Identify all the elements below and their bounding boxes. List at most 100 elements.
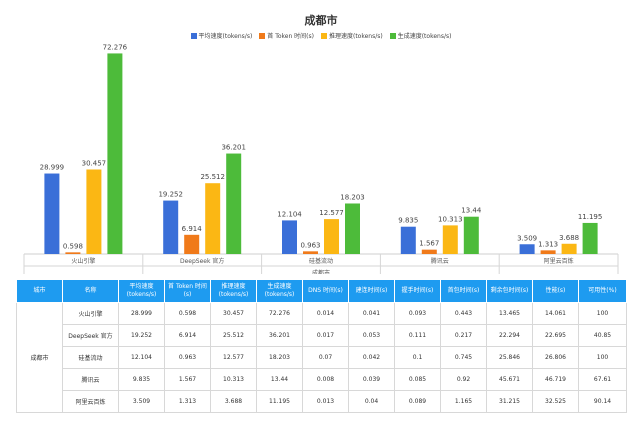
table-cell: 46.719: [532, 368, 579, 391]
legend-label: 平均速度(tokens/s): [198, 33, 253, 40]
table-cell: 3.688: [210, 390, 257, 413]
data-label: 0.963: [300, 241, 320, 249]
table-cell: 26.806: [532, 346, 579, 369]
bar: [345, 203, 360, 254]
bar: [400, 226, 416, 254]
table-cell: 11.195: [256, 390, 303, 413]
table-cell: 0.041: [348, 302, 395, 325]
table-cell: 0.014: [302, 302, 349, 325]
category-label: 硅基流动: [309, 257, 333, 265]
chart-legend: 平均速度(tokens/s) 首 Token 时间(s) 推理速度(tokens/s…: [16, 31, 626, 40]
table-cell: 40.85: [578, 324, 627, 347]
table-cell: 13.44: [256, 368, 303, 391]
data-label: 3.688: [559, 234, 579, 242]
table-cell: 67.61: [578, 368, 627, 391]
table-cell: 19.252: [118, 324, 165, 347]
table-cell: 14.061: [532, 302, 579, 325]
bar: [463, 216, 479, 254]
data-label: 12.577: [319, 209, 344, 217]
table-cell: 阿里云百炼: [62, 390, 119, 413]
table-header-cell: DNS 时间(s): [302, 279, 349, 303]
table-cell: 72.276: [256, 302, 303, 325]
table-cell: 0.745: [440, 346, 487, 369]
table-cell: 0.042: [348, 346, 395, 369]
table-cell: 100: [578, 346, 627, 369]
table-cell: 0.008: [302, 368, 349, 391]
table-cell: 28.999: [118, 302, 165, 325]
table-cell: 31.215: [486, 390, 533, 413]
table-cell: 32.525: [532, 390, 579, 413]
chart-panel: 28.999 0.598 30.457 72.276 火山引擎 19.252 6.914 25…: [16, 4, 626, 274]
legend-item[interactable]: 推理速度(tokens/s): [320, 31, 383, 40]
table-cell: 0.04: [348, 390, 395, 413]
table-cell: 1.567: [164, 368, 211, 391]
table-header-cell: 首 Token 时间(s): [164, 279, 211, 303]
table-cell: 0.085: [394, 368, 441, 391]
legend-swatch: [320, 32, 327, 39]
bar: [519, 244, 535, 254]
table-cell: 0.053: [348, 324, 395, 347]
table-header-cell: 城市: [16, 279, 63, 303]
table-header-cell: 推理速度(tokens/s): [210, 279, 257, 303]
table-cell: 1.165: [440, 390, 487, 413]
data-label: 1.567: [419, 240, 439, 248]
table-header-cell: 建连时间(s): [348, 279, 395, 303]
legend-swatch: [259, 32, 266, 39]
bar: [324, 219, 339, 254]
table-cell: 6.914: [164, 324, 211, 347]
data-label: 28.999: [40, 164, 65, 172]
legend-item[interactable]: 平均速度(tokens/s): [190, 31, 253, 40]
table-cell: 火山引擎: [62, 302, 119, 325]
data-table: 城市 名称 平均速度(tokens/s) 首 Token 时间(s) 推理速度(toke…: [16, 279, 627, 413]
table-cell: 30.457: [210, 302, 257, 325]
table-cell: 硅基流动: [62, 346, 119, 369]
bar: [65, 252, 81, 254]
data-label: 1.313: [538, 240, 558, 248]
table-header-cell: 首包时间(s): [440, 279, 487, 303]
bar: [205, 183, 221, 254]
table-cell: 3.509: [118, 390, 165, 413]
table-cell: 22.294: [486, 324, 533, 347]
table-cell: 22.695: [532, 324, 579, 347]
table-cell: 0.217: [440, 324, 487, 347]
table-cell: 0.093: [394, 302, 441, 325]
bar: [540, 250, 556, 254]
table-cell: 腾讯云: [62, 368, 119, 391]
table-cell: 12.577: [210, 346, 257, 369]
bar: [163, 200, 179, 254]
table-cell: 0.1: [394, 346, 441, 369]
data-label: 36.201: [221, 144, 246, 152]
table-cell: 25.846: [486, 346, 533, 369]
bar-chart: 28.999 0.598 30.457 72.276 火山引擎 19.252 6.914 25…: [23, 43, 619, 274]
data-label: 9.835: [398, 217, 418, 225]
data-label: 10.313: [438, 215, 463, 223]
table-cell: 9.835: [118, 368, 165, 391]
legend-label: 首 Token 时间(s): [267, 33, 314, 40]
table-cell: 0.92: [440, 368, 487, 391]
table-header-cell: 剩余包时间(s): [486, 279, 533, 303]
table-row: 腾讯云 9.835 1.567 10.313 13.44 0.008 0.039 0.085 0…: [17, 368, 627, 391]
table-header-cell: 平均速度(tokens/s): [118, 279, 165, 303]
data-label: 12.104: [277, 210, 302, 218]
legend-item[interactable]: 首 Token 时间(s): [259, 31, 314, 40]
table-cell: 0.013: [302, 390, 349, 413]
data-label: 30.457: [82, 159, 107, 167]
data-label: 0.598: [63, 242, 83, 250]
bar: [86, 169, 102, 254]
category-label: 腾讯云: [431, 257, 449, 265]
table-cell: 0.089: [394, 390, 441, 413]
bar: [582, 222, 598, 254]
legend-label: 生成速度(tokens/s): [397, 33, 452, 40]
table-cell: 13.465: [486, 302, 533, 325]
data-table-panel: 城市 名称 平均速度(tokens/s) 首 Token 时间(s) 推理速度(toke…: [16, 279, 627, 413]
table-cell: 90.14: [578, 390, 627, 413]
bar: [561, 243, 577, 254]
legend-label: 推理速度(tokens/s): [328, 33, 383, 40]
data-label: 25.512: [200, 173, 225, 181]
data-label: 19.252: [158, 191, 183, 199]
bar: [226, 153, 242, 254]
legend-item[interactable]: 生成速度(tokens/s): [389, 31, 452, 40]
bar: [303, 251, 318, 254]
data-label: 6.914: [182, 225, 203, 233]
bar: [44, 173, 60, 254]
